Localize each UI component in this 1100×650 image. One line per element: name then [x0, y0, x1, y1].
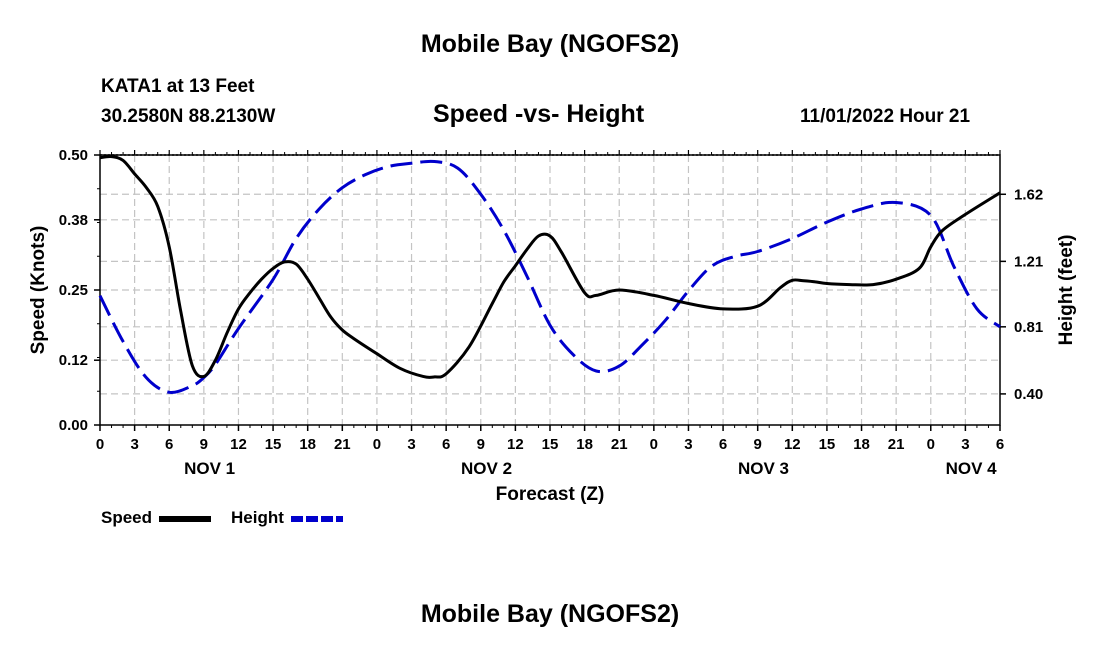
- x-date-label: NOV 2: [461, 459, 512, 478]
- x-tick-label: 12: [230, 436, 247, 453]
- y2-tick-label: 0.81: [1014, 319, 1043, 336]
- x-tick-label: 3: [130, 436, 138, 453]
- y-tick-label: 0.25: [59, 282, 88, 299]
- height-series-line: [98, 159, 1001, 394]
- legend-height-label: Height: [231, 508, 284, 527]
- station-label: KATA1 at 13 Feet: [101, 76, 255, 97]
- legend-speed-label: Speed: [101, 508, 153, 527]
- x-tick-label: 21: [888, 436, 905, 453]
- series-layer: [98, 155, 1001, 394]
- x-tick-label: 9: [477, 436, 485, 453]
- legend-height-swatch: [290, 515, 343, 522]
- x-tick-label: 18: [576, 436, 593, 453]
- x-axis-label: Forecast (Z): [496, 484, 605, 505]
- x-tick-label: 15: [819, 436, 836, 453]
- x-tick-label: 0: [96, 436, 104, 453]
- legend-speed: Speed: [101, 508, 211, 528]
- timestamp-label: 11/01/2022 Hour 21: [800, 106, 971, 127]
- x-date-label: NOV 1: [184, 459, 235, 478]
- grid-layer: [100, 154, 1000, 425]
- y-tick-label: 0.50: [59, 147, 88, 164]
- station-coordinates: 30.2580N 88.2130W: [101, 106, 276, 127]
- y2-tick-label: 1.21: [1014, 253, 1043, 270]
- x-tick-label: 15: [265, 436, 282, 453]
- chart-subtitle: Speed -vs- Height: [433, 100, 645, 128]
- x-tick-label: 3: [684, 436, 692, 453]
- x-tick-label: 12: [507, 436, 524, 453]
- x-tick-label: 6: [165, 436, 173, 453]
- bottom-title: Mobile Bay (NGOFS2): [420, 600, 680, 628]
- x-tick-label: 6: [442, 436, 450, 453]
- axis-ticks: 0 3 6 9 12 15 18 21 0 3 6 9 12 15 18 21 0 3 6 9 12 15 18 21 0 3 6N…: [59, 147, 1043, 478]
- x-tick-label: 6: [996, 436, 1004, 453]
- x-tick-label: 21: [611, 436, 628, 453]
- top-title: Mobile Bay (NGOFS2): [420, 30, 680, 58]
- x-tick-label: 0: [373, 436, 381, 453]
- y2-tick-label: 1.62: [1014, 186, 1043, 203]
- x-tick-label: 3: [961, 436, 969, 453]
- x-tick-label: 18: [299, 436, 316, 453]
- y2-axis-label: Height (feet): [1056, 235, 1077, 346]
- y-tick-label: 0.12: [59, 352, 88, 369]
- legend-height: Height: [231, 508, 343, 528]
- x-tick-label: 18: [853, 436, 870, 453]
- y-axis-label: Speed (Knots): [28, 226, 49, 355]
- x-tick-label: 0: [650, 436, 658, 453]
- x-tick-label: 6: [719, 436, 727, 453]
- x-tick-label: 9: [200, 436, 208, 453]
- x-tick-label: 15: [542, 436, 559, 453]
- y2-tick-label: 0.40: [1014, 386, 1043, 403]
- speed-series-line: [99, 155, 1001, 379]
- x-date-label: NOV 3: [738, 459, 789, 478]
- x-tick-label: 3: [407, 436, 415, 453]
- y-tick-label: 0.00: [59, 417, 88, 434]
- x-tick-label: 12: [784, 436, 801, 453]
- x-date-label: NOV 4: [946, 459, 998, 478]
- y-tick-label: 0.38: [59, 212, 88, 229]
- x-tick-label: 0: [927, 436, 935, 453]
- x-tick-label: 9: [754, 436, 762, 453]
- legend-speed-swatch: [158, 515, 211, 522]
- x-tick-label: 21: [334, 436, 351, 453]
